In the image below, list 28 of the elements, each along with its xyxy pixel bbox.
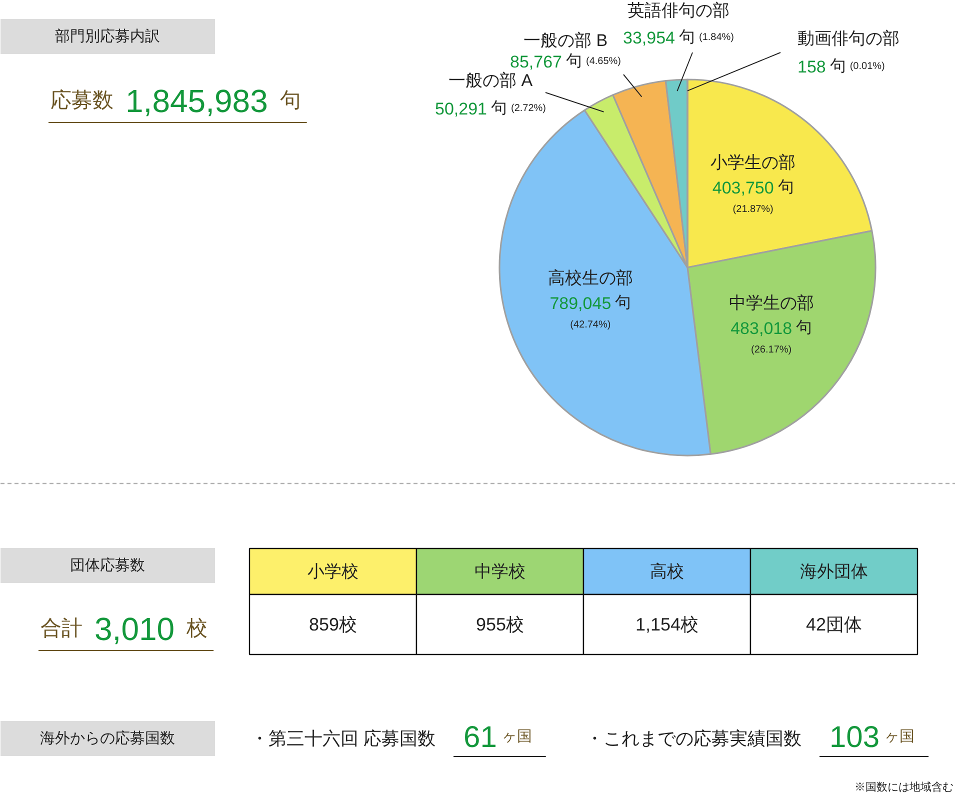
text: 1,154校 — [635, 614, 699, 634]
data-label: 85,767 句 (4.65%) — [510, 52, 622, 72]
category-label: 海外団体 — [800, 562, 868, 581]
data-label: 158 句 (0.01%) — [798, 58, 885, 76]
data-label: 403,750 句 (21.87%) — [712, 178, 794, 216]
text: 合計 3,010 校 — [40, 611, 208, 647]
text: 42団体 — [806, 614, 862, 634]
slice-label: 小学生の部 — [710, 153, 796, 172]
slice-label: 英語俳句の部 — [628, 1, 730, 20]
category-label: 中学校 — [474, 562, 526, 581]
slice-label: 動画俳句の部 — [798, 29, 900, 48]
slice-label: 一般の部 A — [448, 71, 534, 90]
data-label: 483,018 句 (26.17%) — [730, 319, 812, 356]
text: 団体応募数 — [70, 557, 145, 574]
text: 海外からの応募国数 — [40, 730, 175, 747]
text: ※国数には地域含む — [854, 780, 954, 794]
slice-label: 一般の部 B — [523, 31, 608, 50]
text: 859校 — [308, 614, 358, 634]
slice-label: 高校生の部 — [548, 268, 633, 288]
slice-label: 中学生の部 — [728, 294, 814, 313]
text: 部門別応募内訳 — [55, 28, 160, 45]
text: 955校 — [476, 614, 524, 634]
text: 応募数 1,845,983 句 — [50, 83, 301, 119]
category-label: 小学校 — [308, 562, 358, 581]
data-label: 33,954 句 (1.84%) — [623, 28, 734, 48]
category-label: 高校 — [650, 562, 684, 581]
data-label: 789,045 句 (42.74%) — [550, 294, 632, 331]
data-label: 50,291 句 (2.72%) — [435, 100, 546, 118]
